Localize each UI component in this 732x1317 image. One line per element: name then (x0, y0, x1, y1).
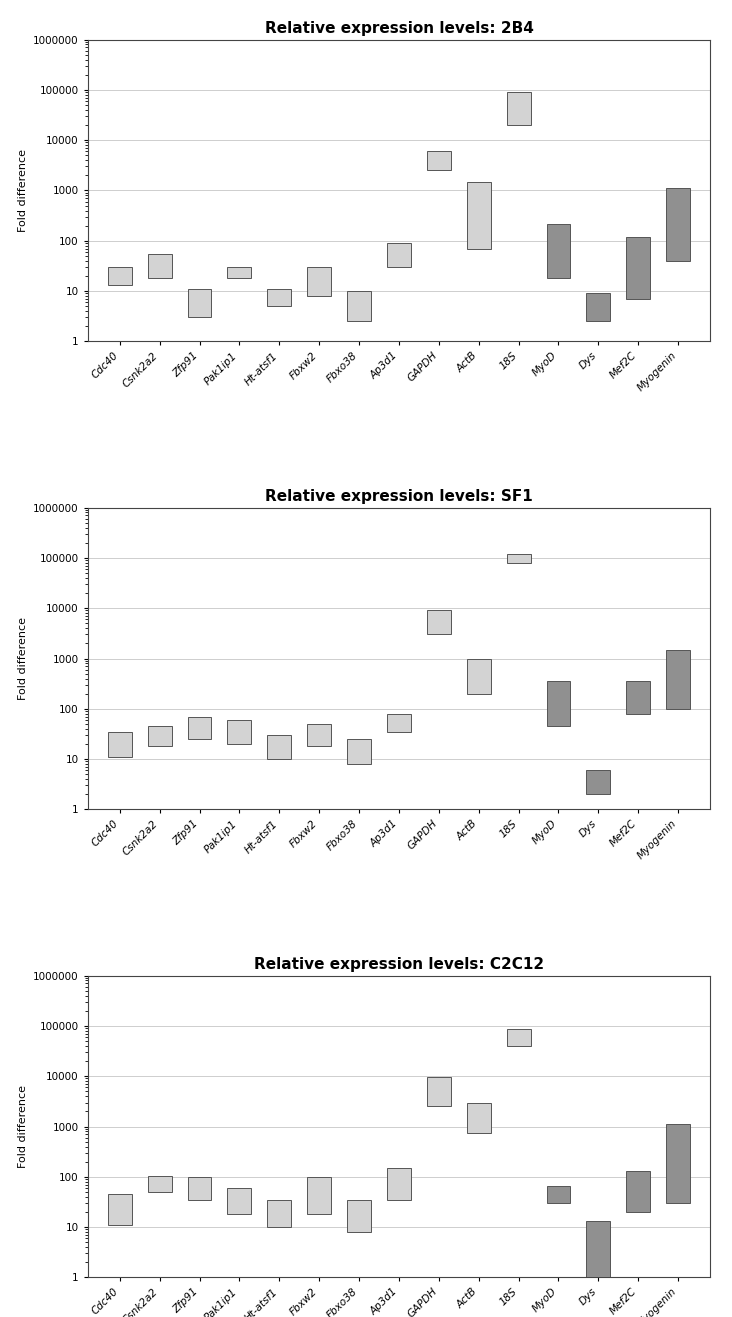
Bar (307, 724, 331, 747)
Bar (427, 1077, 451, 1106)
Title: Relative expression levels: C2C12: Relative expression levels: C2C12 (254, 956, 544, 972)
Bar (547, 224, 570, 278)
Bar (148, 254, 171, 278)
Bar (148, 1176, 171, 1192)
Bar (108, 267, 132, 286)
Bar (267, 735, 291, 759)
Bar (108, 1195, 132, 1225)
Bar (228, 720, 251, 744)
Bar (228, 1188, 251, 1214)
Title: Relative expression levels: 2B4: Relative expression levels: 2B4 (264, 21, 534, 36)
Bar (307, 1177, 331, 1214)
Bar (187, 716, 212, 739)
Bar (666, 649, 690, 709)
Bar (627, 1171, 650, 1212)
Y-axis label: Fold difference: Fold difference (18, 616, 28, 701)
Bar (387, 244, 411, 267)
Bar (347, 739, 371, 764)
Bar (507, 554, 531, 562)
Bar (427, 151, 451, 170)
Y-axis label: Fold difference: Fold difference (18, 1085, 28, 1168)
Bar (267, 1200, 291, 1227)
Bar (387, 1168, 411, 1200)
Bar (586, 294, 610, 321)
Y-axis label: Fold difference: Fold difference (18, 149, 28, 232)
Bar (467, 182, 490, 249)
Bar (666, 1125, 690, 1204)
Bar (347, 1200, 371, 1231)
Bar (586, 1221, 610, 1277)
Bar (547, 1187, 570, 1204)
Bar (228, 267, 251, 278)
Bar (108, 732, 132, 757)
Bar (507, 1030, 531, 1046)
Bar (347, 291, 371, 321)
Bar (627, 681, 650, 714)
Bar (387, 714, 411, 732)
Bar (586, 770, 610, 794)
Bar (148, 726, 171, 747)
Bar (187, 1177, 212, 1200)
Bar (507, 92, 531, 125)
Bar (467, 1102, 490, 1133)
Bar (666, 188, 690, 261)
Bar (427, 611, 451, 635)
Bar (187, 288, 212, 317)
Title: Relative expression levels: SF1: Relative expression levels: SF1 (265, 489, 533, 503)
Bar (307, 267, 331, 296)
Bar (547, 681, 570, 726)
Bar (267, 288, 291, 307)
Bar (627, 237, 650, 299)
Bar (467, 658, 490, 694)
